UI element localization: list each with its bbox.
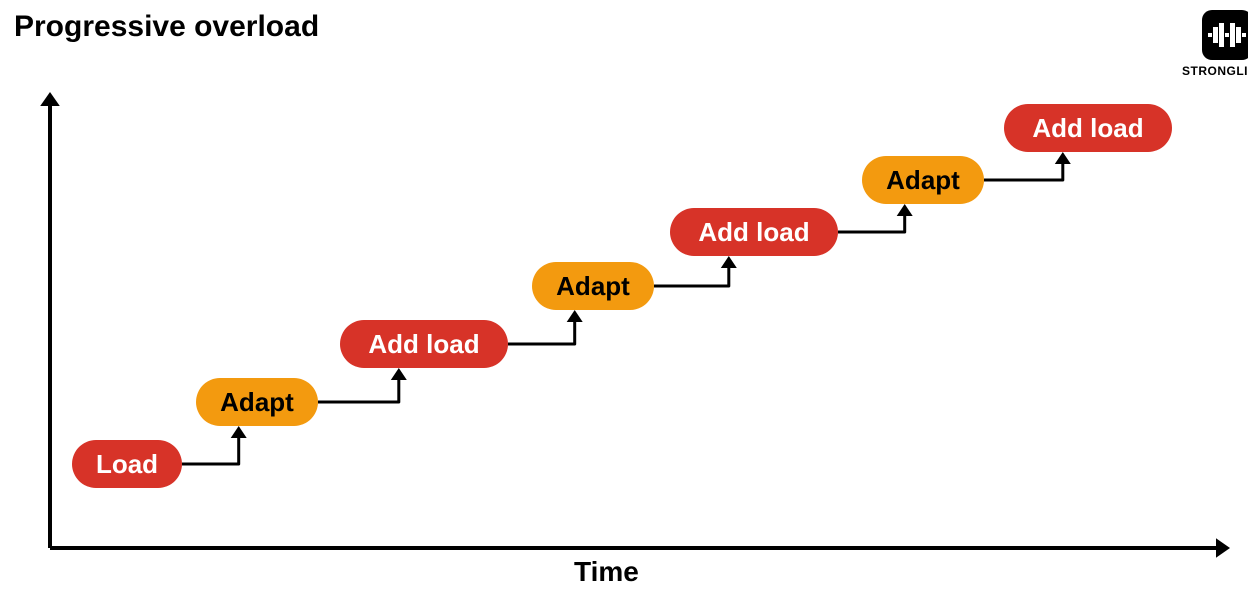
- pill-adapt: Adapt: [196, 378, 318, 426]
- pill-load: Load: [72, 440, 182, 488]
- pill-load: Add load: [340, 320, 508, 368]
- diagram-canvas: Progressive overload STRONGLIFTS Load Ada…: [0, 0, 1248, 596]
- page-title: Progressive overload: [14, 10, 319, 44]
- brand-block: STRONGLIFTS: [1182, 10, 1248, 78]
- x-axis-label: Time: [574, 556, 639, 588]
- pill-adapt: Adapt: [532, 262, 654, 310]
- pill-load: Add load: [670, 208, 838, 256]
- stronglifts-logo-icon: [1202, 10, 1248, 60]
- pill-adapt: Adapt: [862, 156, 984, 204]
- brand-name: STRONGLIFTS: [1182, 64, 1248, 78]
- pill-load: Add load: [1004, 104, 1172, 152]
